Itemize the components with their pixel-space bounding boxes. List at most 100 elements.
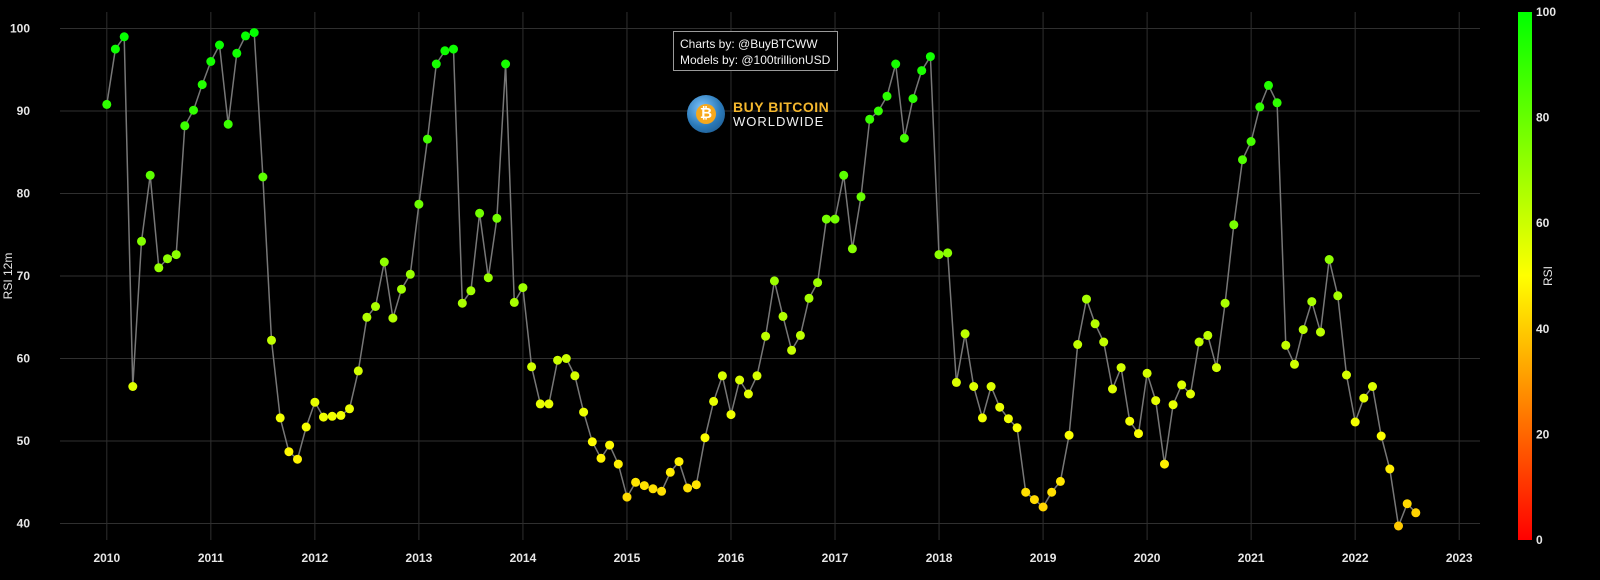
data-point [544, 399, 554, 409]
data-point [145, 170, 155, 180]
data-point [1203, 330, 1213, 340]
data-point [1194, 337, 1204, 347]
x-tick-label: 2014 [510, 551, 537, 565]
data-point [631, 477, 641, 487]
data-point [284, 447, 294, 457]
data-point [345, 404, 354, 414]
x-tick-label: 2011 [198, 551, 224, 565]
data-point [527, 362, 537, 372]
data-point [223, 119, 233, 129]
data-point [440, 46, 450, 56]
data-point [110, 44, 120, 54]
credits-line-charts: Charts by: @BuyBTCWW [680, 37, 818, 51]
rsi-points [102, 28, 1421, 531]
data-point [180, 121, 190, 131]
y-tick-label: 90 [17, 104, 31, 118]
data-point [891, 59, 901, 69]
data-point [657, 486, 667, 496]
data-point [995, 402, 1005, 412]
data-point [414, 199, 424, 209]
x-tick-label: 2022 [1342, 551, 1369, 565]
data-point [475, 208, 485, 218]
data-point [700, 433, 710, 443]
data-point [1281, 340, 1291, 350]
data-point [1168, 400, 1178, 410]
data-point [605, 440, 615, 450]
data-point [917, 66, 927, 76]
data-point [665, 467, 675, 477]
data-point [1307, 297, 1317, 307]
data-point [267, 335, 276, 345]
data-point [648, 484, 658, 494]
data-point [293, 454, 302, 464]
bitcoin-symbol: ₿ [696, 104, 716, 124]
data-point [163, 254, 172, 264]
data-point [371, 302, 380, 311]
data-point [1298, 325, 1308, 335]
data-point [1272, 98, 1282, 108]
data-point [1177, 380, 1187, 390]
data-point [1090, 319, 1100, 329]
data-point [795, 330, 805, 340]
data-point [258, 172, 268, 182]
data-point [787, 345, 797, 355]
data-point [1047, 487, 1057, 497]
data-point [570, 371, 580, 381]
data-point [1290, 359, 1299, 369]
data-point [830, 214, 840, 224]
data-point [1316, 327, 1325, 337]
x-tick-label: 2019 [1030, 551, 1057, 565]
data-point [1411, 508, 1421, 518]
colorbar-tick-label: 80 [1536, 111, 1550, 125]
credits-box: Charts by: @BuyBTCWW Models by: @100tril… [673, 31, 838, 71]
data-point [977, 413, 987, 423]
data-point [804, 293, 814, 303]
data-point [336, 410, 346, 420]
data-point [388, 313, 398, 323]
colorbar-tick-label: 100 [1536, 5, 1556, 19]
grid-lines [60, 12, 1480, 540]
data-point [856, 192, 866, 202]
x-tick-label: 2015 [614, 551, 641, 565]
data-point [509, 297, 519, 307]
y-tick-label: 70 [17, 269, 31, 283]
data-point [310, 397, 320, 407]
data-point [466, 286, 476, 296]
data-point [128, 382, 138, 391]
colorbar-title: RSI [1541, 266, 1555, 286]
data-point [397, 284, 406, 294]
credits-line-models: Models by: @100trillionUSD [680, 53, 831, 67]
data-point [735, 375, 745, 385]
data-point [960, 329, 970, 339]
data-point [1238, 155, 1247, 165]
data-point [154, 263, 164, 273]
data-point [327, 411, 337, 421]
data-point [1029, 495, 1039, 505]
data-point [821, 214, 831, 224]
colorbar-tick-label: 40 [1536, 322, 1550, 336]
data-point [457, 298, 467, 308]
data-point [137, 236, 146, 246]
data-point [492, 213, 502, 223]
data-point [102, 99, 112, 109]
data-point [908, 94, 918, 104]
colorbar-tick-label: 60 [1536, 216, 1550, 230]
colorbar-ticks: 0 20 40 60 80 100 [1536, 5, 1556, 547]
data-point [743, 389, 753, 399]
data-point [1342, 370, 1351, 380]
data-point [1255, 102, 1265, 112]
data-point [839, 170, 849, 180]
data-point [275, 413, 285, 423]
data-point [449, 44, 458, 54]
y-tick-label: 50 [17, 434, 31, 448]
data-point [518, 283, 528, 293]
data-point [301, 422, 311, 432]
y-tick-label: 80 [17, 187, 31, 201]
x-tick-label: 2018 [926, 551, 953, 565]
x-tick-label: 2016 [718, 551, 745, 565]
data-point [882, 91, 892, 101]
data-point [1385, 464, 1395, 474]
data-point [405, 269, 415, 279]
data-point [943, 248, 953, 258]
data-point [483, 273, 493, 283]
